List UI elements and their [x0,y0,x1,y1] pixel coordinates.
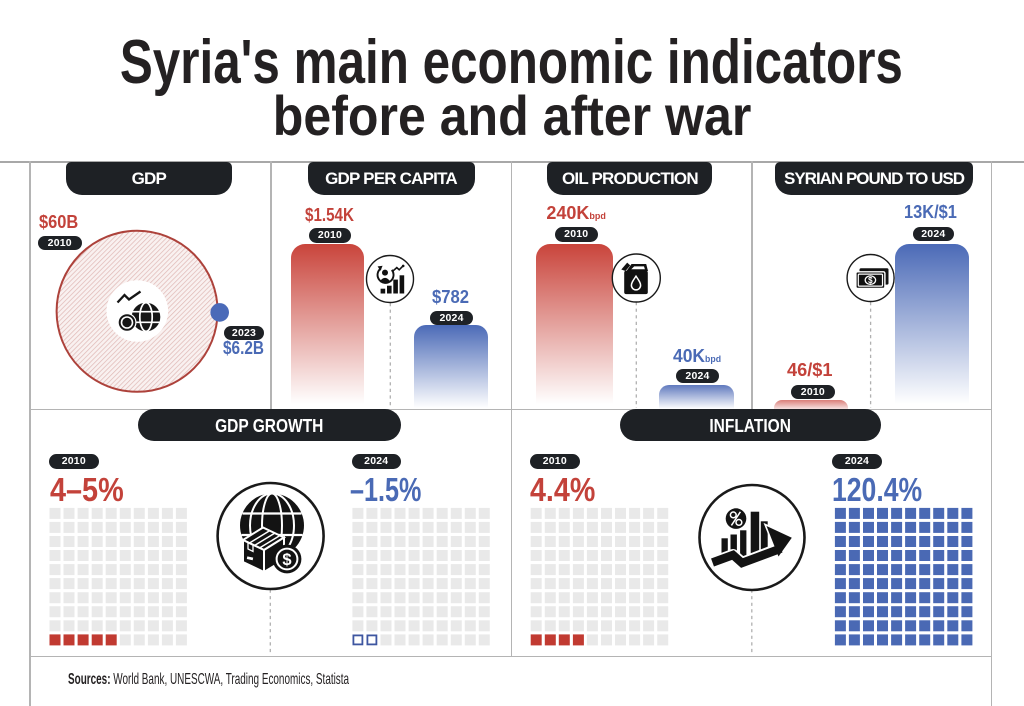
svg-text:$: $ [868,276,873,285]
svg-text:$: $ [282,551,291,569]
